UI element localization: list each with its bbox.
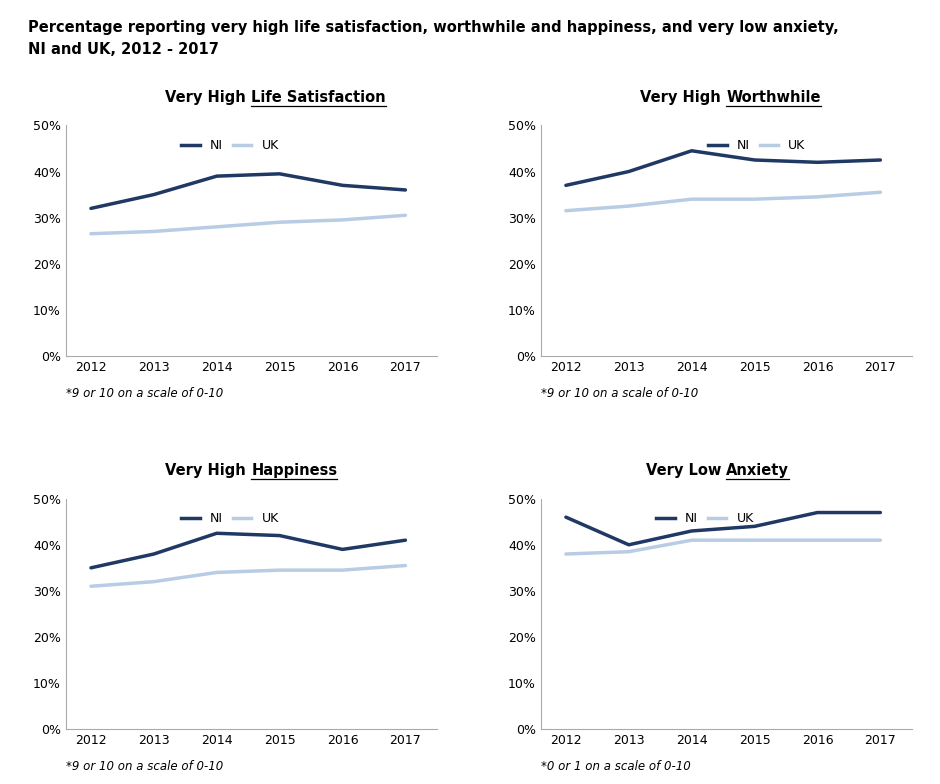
Legend: NI, UK: NI, UK [176,507,284,530]
Text: Anxiety: Anxiety [727,463,790,478]
Text: Very Low: Very Low [646,463,727,478]
Text: Very High: Very High [165,89,251,105]
Text: Life Satisfaction: Life Satisfaction [251,89,386,105]
Text: Very High: Very High [165,463,251,478]
Text: *9 or 10 on a scale of 0-10: *9 or 10 on a scale of 0-10 [540,387,698,400]
Text: Worthwhile: Worthwhile [727,89,821,105]
Legend: NI, UK: NI, UK [176,134,284,157]
Text: Happiness: Happiness [251,463,337,478]
Legend: NI, UK: NI, UK [703,134,810,157]
Text: Very High: Very High [640,89,727,105]
Text: *9 or 10 on a scale of 0-10: *9 or 10 on a scale of 0-10 [66,760,223,774]
Text: *9 or 10 on a scale of 0-10: *9 or 10 on a scale of 0-10 [66,387,223,400]
Text: *0 or 1 on a scale of 0-10: *0 or 1 on a scale of 0-10 [540,760,691,774]
Text: Percentage reporting very high life satisfaction, worthwhile and happiness, and : Percentage reporting very high life sati… [28,20,839,56]
Legend: NI, UK: NI, UK [650,507,759,530]
